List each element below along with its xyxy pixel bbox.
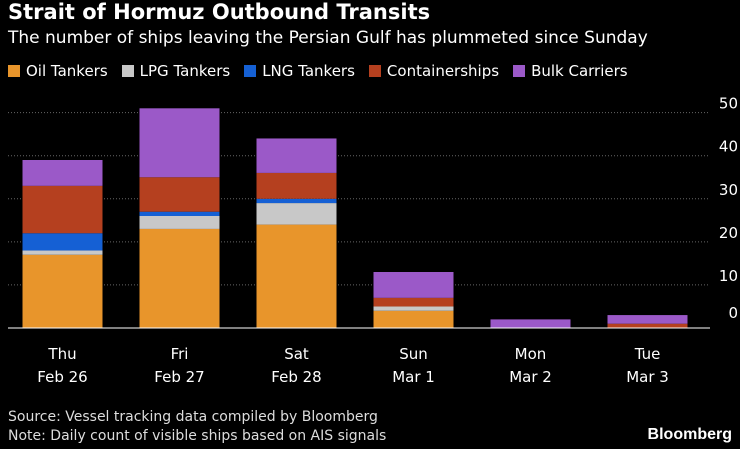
bar-segment-oil-tankers [139,228,220,328]
y-tick-label: 40 [719,138,738,156]
bar-segment-oil-tankers [22,254,103,328]
x-tick-label: Mar 2 [509,368,552,386]
bar-segment-containerships [256,172,337,199]
legend-label: Containerships [386,62,500,80]
bar-segment-containerships [139,177,220,212]
y-tick-label: 0 [728,304,738,322]
legend-swatch [244,65,257,77]
x-tick-label: Mar 1 [392,368,435,386]
bar-segment-lpg-tankers [22,250,103,255]
x-tick-label: Fri [171,345,189,363]
chart-subtitle: The number of ships leaving the Persian … [8,28,648,48]
bar-segment-bulk-carriers [22,160,103,186]
y-tick-label: 10 [719,267,738,285]
bar-segment-oil-tankers [256,224,337,328]
chart-title: Strait of Hormuz Outbound Transits [8,0,431,24]
x-tick-label: Feb 27 [154,368,204,386]
source-note: Source: Vessel tracking data compiled by… [8,409,378,425]
legend-item-lng-tankers: LNG Tankers [244,62,355,80]
y-tick-label: 20 [719,224,738,242]
bar-segment-lpg-tankers [139,216,220,229]
x-tick-label: Sat [284,345,309,363]
x-tick-label: Sun [399,345,428,363]
bar-segment-bulk-carriers [139,108,220,178]
bar-segment-bulk-carriers [607,315,688,324]
bar-segment-bulk-carriers [373,272,454,298]
x-tick-label: Feb 28 [271,368,321,386]
y-tick-label: 50 [719,95,738,113]
legend-swatch [8,65,20,77]
x-tick-label: Tue [634,345,661,363]
bar-segment-lng-tankers [256,198,337,204]
bar-segment-containerships [22,185,103,234]
legend-label: Bulk Carriers [531,62,628,80]
bar-segment-lng-tankers [139,211,220,216]
legend-item-oil-tankers: Oil Tankers [8,62,108,80]
legend-item-bulk-carriers: Bulk Carriers [513,62,628,80]
bar-segment-oil-tankers [373,310,454,328]
bar-segment-containerships [373,297,454,307]
legend-item-containerships: Containerships [368,62,500,80]
x-tick-label: Mon [515,345,547,363]
legend-label: LNG Tankers [262,62,355,80]
y-tick-label: 30 [719,181,738,199]
bar-segment-bulk-carriers [490,319,571,328]
legend-label: LPG Tankers [139,62,231,80]
bar-segment-lpg-tankers [373,306,454,311]
bar-segment-containerships [607,323,688,328]
legend-label: Oil Tankers [26,62,108,80]
bar-segment-lpg-tankers [256,203,337,225]
bar-segment-bulk-carriers [256,138,337,173]
legend-item-lpg-tankers: LPG Tankers [121,62,231,80]
x-tick-label: Mar 3 [626,368,669,386]
bar-segment-lng-tankers [22,233,103,251]
bloomberg-logo: Bloomberg [647,426,732,443]
note-text: Note: Daily count of visible ships based… [8,428,387,444]
legend-swatch [513,65,526,77]
x-tick-label: Feb 26 [37,368,87,386]
x-tick-label: Thu [47,345,76,363]
legend-swatch [121,65,134,77]
legend: Oil Tankers LPG Tankers LNG Tankers Contain… [8,62,628,80]
legend-swatch [368,65,381,77]
